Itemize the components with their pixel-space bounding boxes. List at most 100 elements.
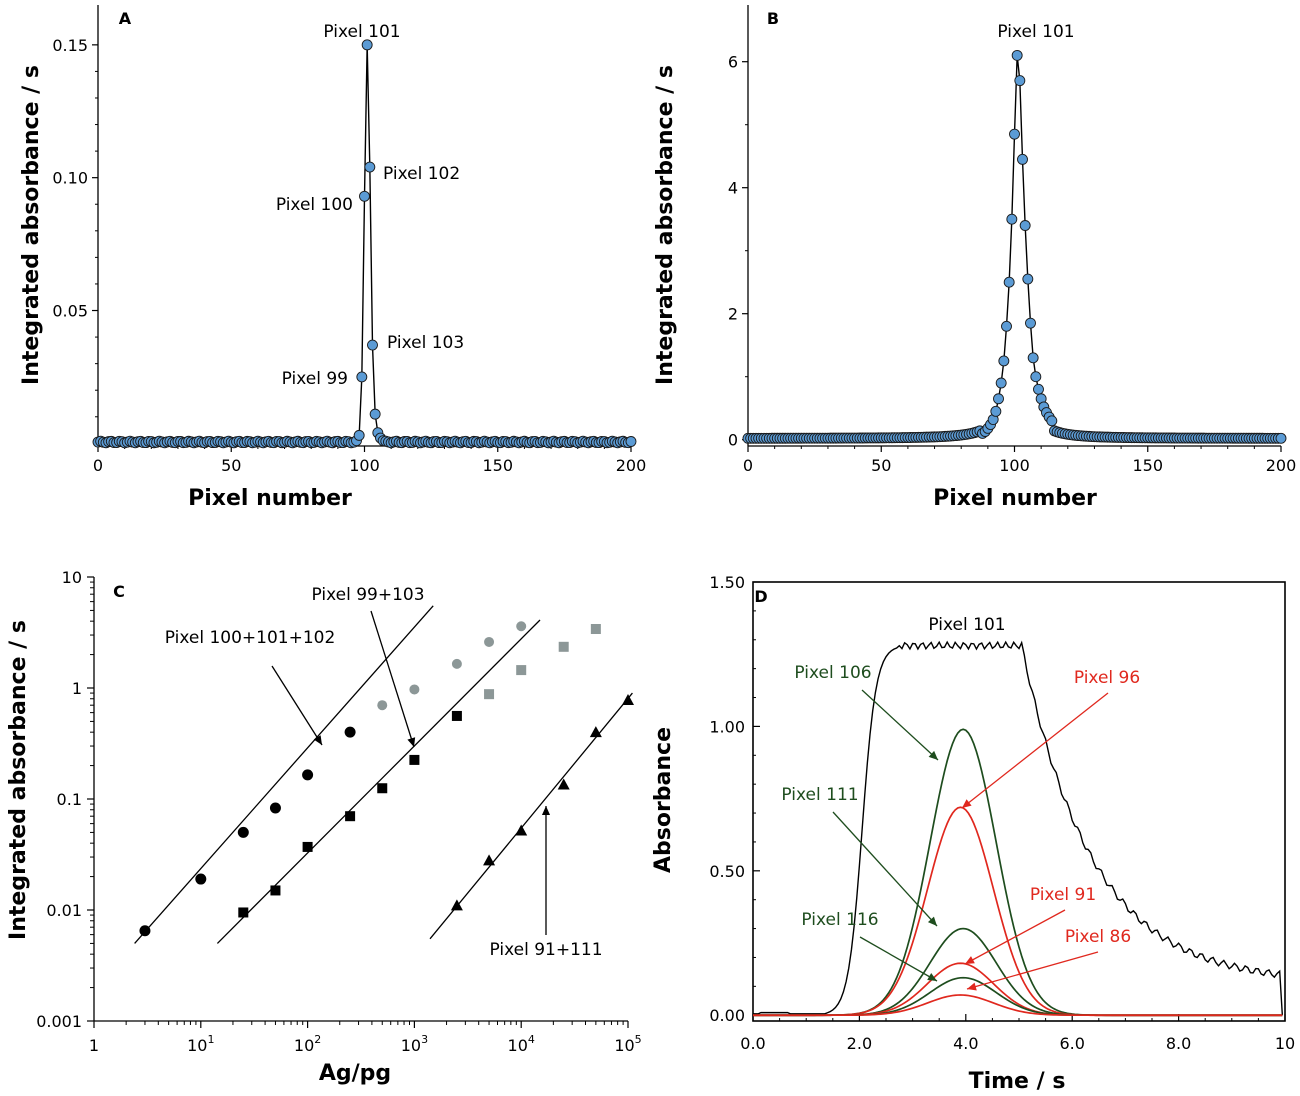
y-tick-label: 4 — [728, 179, 738, 198]
x-tick-label-exponent: 5 — [635, 1033, 642, 1046]
annotation-label: Pixel 101 — [928, 615, 1005, 635]
data-point-square-grey — [516, 665, 527, 676]
series-line — [753, 728, 1283, 1017]
annotation-arrow-head — [962, 799, 972, 808]
panel-c: 1 101 102 103 104 1050.0010.010.1110Ag/pgInte… — [6, 568, 642, 1086]
x-tick-label: 105 — [614, 1033, 641, 1055]
data-point-circle-grey — [516, 621, 527, 632]
data-point — [625, 436, 637, 447]
data-point — [998, 355, 1010, 367]
annotation-arrow-shaft — [859, 936, 938, 982]
data-point — [1017, 153, 1028, 165]
data-point — [1030, 371, 1042, 383]
panel-label: C — [113, 582, 125, 601]
data-point-square — [409, 754, 420, 765]
y-tick-label: 0.05 — [52, 302, 88, 321]
annotation-label: Pixel 100+101+102 — [165, 628, 336, 648]
data-point-triangle — [557, 778, 570, 790]
data-point-circle-grey — [484, 636, 495, 647]
data-point — [361, 39, 373, 51]
y-axis-label: Integrated absorbance / s — [653, 65, 678, 385]
data-point — [369, 408, 381, 420]
x-tick-label: 4.0 — [953, 1034, 978, 1053]
annotation-arrow-head — [965, 956, 975, 964]
series-line — [747, 55, 1282, 439]
annotation-arrow-shaft — [961, 692, 1109, 809]
fit-line — [429, 692, 633, 940]
data-point-square — [302, 841, 313, 852]
annotation-arrow-shaft — [370, 610, 415, 748]
data-point-circle — [302, 769, 314, 781]
x-tick-label: 2.0 — [847, 1034, 872, 1053]
x-tick-label: 200 — [1266, 456, 1297, 475]
x-tick-label: 0 — [93, 456, 103, 475]
x-tick-label-exponent: 3 — [421, 1033, 428, 1046]
fit-line — [134, 605, 434, 944]
data-point-circle-grey — [377, 700, 388, 711]
data-point-circle — [269, 802, 281, 814]
data-point — [990, 405, 1002, 417]
x-tick-label: 50 — [221, 456, 241, 475]
data-point — [1003, 276, 1015, 288]
annotation-label: Pixel 106 — [794, 663, 871, 683]
x-tick-label: 103 — [401, 1033, 428, 1055]
annotation-arrow-shaft — [966, 951, 1099, 990]
y-tick-label: 0.00 — [709, 1006, 745, 1025]
x-tick-label: 200 — [616, 456, 647, 475]
data-point — [1046, 415, 1058, 427]
data-point — [359, 190, 370, 202]
panel-d: 0.0 2.0 4.0 6.0 8.0 10 0.00 0.50 1.00 1.50 Time / … — [651, 573, 1295, 1094]
data-point — [1275, 432, 1287, 444]
data-point — [1022, 273, 1034, 285]
annotation-label: Pixel 99 — [282, 369, 348, 389]
y-tick-label: 0.50 — [709, 862, 745, 881]
data-point — [364, 161, 376, 173]
x-tick-label: 50 — [871, 456, 891, 475]
y-tick-label: 6 — [728, 53, 738, 72]
annotation-label: Pixel 91 — [1030, 885, 1096, 905]
annotation-arrow-head — [927, 916, 937, 926]
series-line-pixel-101 — [753, 640, 1284, 1016]
data-point — [1025, 317, 1036, 329]
x-tick-label-base: 10 — [294, 1036, 314, 1055]
data-point-square — [238, 907, 249, 918]
panel-label: B — [767, 9, 779, 28]
x-tick-label: 102 — [294, 1033, 321, 1055]
x-tick-label-base: 10 — [187, 1036, 207, 1055]
panel-a: 0 50 100 150 200 0.05 0.10 0.15 Pixel number Inte… — [19, 5, 646, 511]
annotation-label: Pixel 99+103 — [311, 585, 424, 605]
data-point-circle-grey — [451, 658, 462, 669]
y-tick-label: 1 — [72, 679, 82, 698]
data-point — [1019, 220, 1031, 231]
x-tick-label: 0 — [743, 456, 753, 475]
data-point-square — [377, 783, 388, 794]
annotation-arrow-head — [313, 735, 322, 745]
y-tick-label: 2 — [728, 305, 738, 324]
data-point — [353, 429, 365, 441]
series-line — [97, 44, 632, 444]
annotation-arrow-head — [967, 982, 977, 991]
data-point-square — [451, 710, 462, 721]
data-point — [1001, 320, 1012, 332]
data-point — [1011, 49, 1023, 61]
x-tick-label: 150 — [1132, 456, 1163, 475]
y-tick-label: 0.01 — [46, 901, 82, 920]
data-point — [1027, 352, 1039, 364]
annotation-arrow-shaft — [832, 811, 938, 927]
annotation-label: Pixel 116 — [801, 910, 878, 930]
data-point — [995, 377, 1007, 389]
data-point-square-grey — [484, 689, 495, 700]
annotation-label: Pixel 111 — [781, 785, 858, 805]
y-tick-label: 0.1 — [57, 790, 82, 809]
x-tick-label-base: 10 — [508, 1036, 528, 1055]
x-tick-label: 104 — [508, 1033, 535, 1055]
annotation-arrow-head — [407, 737, 416, 747]
annotation-arrow-head — [928, 750, 938, 760]
data-point — [1006, 213, 1018, 225]
x-tick-label-base: 1 — [89, 1036, 99, 1055]
annotation-label: Pixel 86 — [1065, 927, 1131, 947]
data-point — [356, 371, 368, 383]
x-tick-label: 100 — [999, 456, 1030, 475]
x-tick-label: 8.0 — [1166, 1034, 1191, 1053]
x-tick-label: 6.0 — [1059, 1034, 1084, 1053]
